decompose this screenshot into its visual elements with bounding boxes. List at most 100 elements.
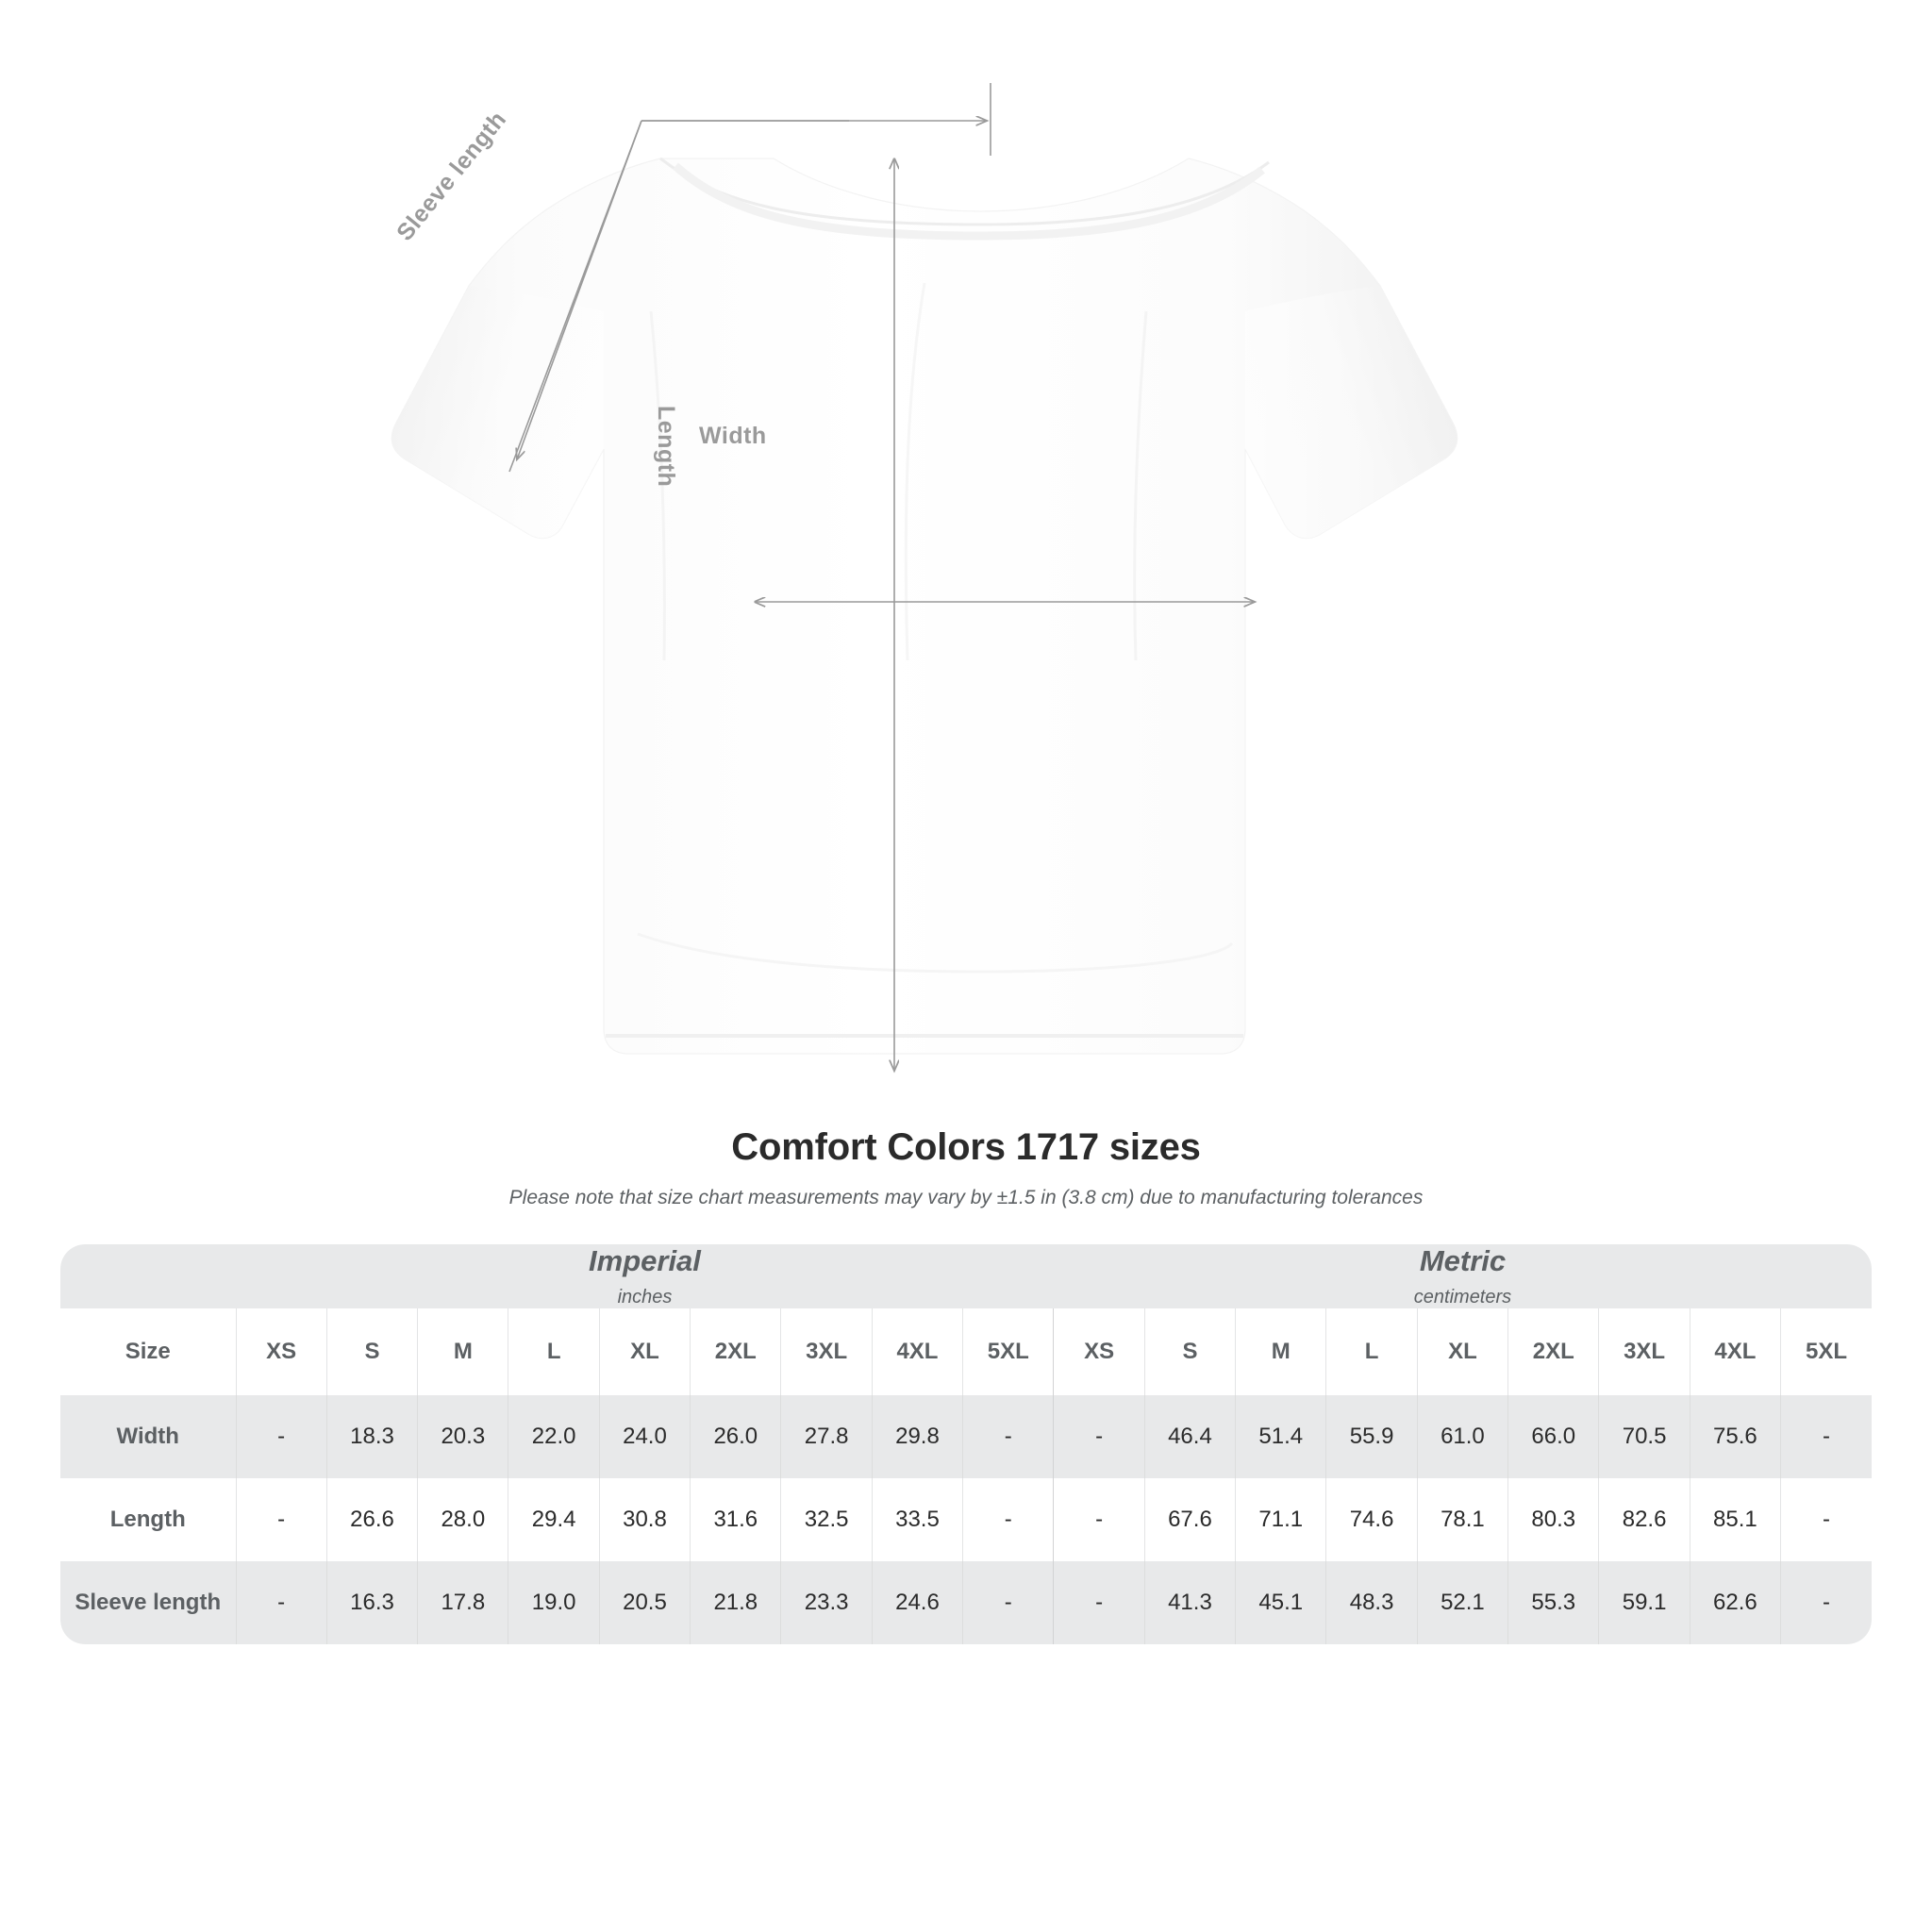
cell-imperial-width-l: 22.0 — [508, 1394, 600, 1478]
unit-banner-spacer — [60, 1244, 236, 1308]
size-chart-table-wrap: Imperial inches Metric centimeters Size XS S M L… — [60, 1244, 1872, 1644]
size-header-row: Size XS S M L XL 2XL 3XL 4XL 5XL XS S M L XL 2XL 3XL 4XL 5… — [60, 1307, 1872, 1395]
cell-imperial-width-5xl: - — [962, 1394, 1054, 1478]
size-header-imperial-l: L — [508, 1307, 600, 1395]
width-label: Width — [699, 423, 767, 449]
cell-metric-length-l: 74.6 — [1325, 1477, 1418, 1561]
row-label-length: Length — [60, 1477, 236, 1561]
cell-imperial-length-s: 26.6 — [325, 1477, 418, 1561]
cell-metric-sleeve-length-4xl: 62.6 — [1689, 1560, 1781, 1644]
cell-imperial-sleeve-length-4xl: 24.6 — [871, 1560, 963, 1644]
length-label: Length — [653, 406, 679, 488]
size-header-metric-xs: XS — [1053, 1307, 1145, 1395]
table-row: Length -26.6 28.0 29.4 30.8 31.6 32.5 33.5- -67.… — [60, 1477, 1872, 1561]
cell-metric-length-4xl: 85.1 — [1689, 1477, 1781, 1561]
cell-metric-length-2xl: 80.3 — [1507, 1477, 1599, 1561]
cell-metric-width-xl: 61.0 — [1416, 1394, 1508, 1478]
size-header-imperial-4xl: 4XL — [871, 1307, 963, 1395]
cell-imperial-sleeve-length-l: 19.0 — [508, 1560, 600, 1644]
cell-imperial-width-xs: - — [235, 1394, 327, 1478]
sleeve-diagonal-arrow — [517, 120, 642, 459]
cell-imperial-length-3xl: 32.5 — [780, 1477, 873, 1561]
size-chart-table: Imperial inches Metric centimeters Size XS S M L… — [60, 1244, 1872, 1644]
size-header-imperial-s: S — [325, 1307, 418, 1395]
size-header-metric-m: M — [1235, 1307, 1326, 1395]
size-header-metric-3xl: 3XL — [1598, 1307, 1690, 1395]
cell-imperial-width-3xl: 27.8 — [780, 1394, 873, 1478]
unit-metric: Metric centimeters — [1053, 1244, 1872, 1308]
cell-metric-width-m: 51.4 — [1235, 1394, 1326, 1478]
cell-metric-sleeve-length-5xl: - — [1780, 1560, 1872, 1644]
size-header-metric-4xl: 4XL — [1689, 1307, 1781, 1395]
cell-imperial-sleeve-length-xs: - — [235, 1560, 327, 1644]
size-header-imperial-5xl: 5XL — [962, 1307, 1054, 1395]
cell-imperial-sleeve-length-s: 16.3 — [325, 1560, 418, 1644]
size-header-imperial-3xl: 3XL — [780, 1307, 873, 1395]
page-subtitle: Please note that size chart measurements… — [508, 1187, 1424, 1208]
cell-imperial-length-m: 28.0 — [417, 1477, 508, 1561]
tshirt-illustration — [391, 83, 1458, 1123]
size-header-metric-l: L — [1325, 1307, 1418, 1395]
cell-imperial-length-5xl: - — [962, 1477, 1054, 1561]
cell-imperial-length-xl: 30.8 — [598, 1477, 691, 1561]
cell-metric-length-xs: - — [1053, 1477, 1145, 1561]
cell-metric-sleeve-length-l: 48.3 — [1325, 1560, 1418, 1644]
cell-imperial-length-4xl: 33.5 — [871, 1477, 963, 1561]
cell-metric-sleeve-length-xs: - — [1053, 1560, 1145, 1644]
size-header-imperial-2xl: 2XL — [690, 1307, 781, 1395]
size-header-imperial-xl: XL — [598, 1307, 691, 1395]
cell-metric-length-5xl: - — [1780, 1477, 1872, 1561]
cell-metric-width-s: 46.4 — [1143, 1394, 1236, 1478]
cell-metric-sleeve-length-xl: 52.1 — [1416, 1560, 1508, 1644]
cell-metric-sleeve-length-s: 41.3 — [1143, 1560, 1236, 1644]
table-row: Width -18.3 20.3 22.0 24.0 26.0 27.8 29.8- -46.4… — [60, 1394, 1872, 1478]
size-header-metric-5xl: 5XL — [1780, 1307, 1872, 1395]
cell-metric-sleeve-length-2xl: 55.3 — [1507, 1560, 1599, 1644]
row-label-sleeve-length: Sleeve length — [60, 1560, 236, 1644]
size-header-imperial-xs: XS — [235, 1307, 327, 1395]
unit-banner-row: Imperial inches Metric centimeters — [60, 1244, 1872, 1308]
unit-metric-sub: centimeters — [1413, 1286, 1512, 1307]
cell-imperial-sleeve-length-2xl: 21.8 — [690, 1560, 781, 1644]
cell-imperial-sleeve-length-xl: 20.5 — [598, 1560, 691, 1644]
cell-metric-width-4xl: 75.6 — [1689, 1394, 1781, 1478]
cell-metric-width-3xl: 70.5 — [1598, 1394, 1690, 1478]
size-header-metric-2xl: 2XL — [1507, 1307, 1599, 1395]
size-header-metric-xl: XL — [1416, 1307, 1508, 1395]
page-title: Comfort Colors 1717 sizes — [731, 1126, 1201, 1168]
tshirt-shape — [391, 157, 1458, 1055]
measurement-guides — [508, 83, 1255, 1071]
unit-imperial-name: Imperial — [589, 1244, 701, 1278]
size-header-label: Size — [60, 1307, 236, 1395]
unit-imperial: Imperial inches — [236, 1244, 1054, 1308]
cell-imperial-length-2xl: 31.6 — [690, 1477, 781, 1561]
cell-imperial-width-xl: 24.0 — [598, 1394, 691, 1478]
cell-metric-width-2xl: 66.0 — [1507, 1394, 1599, 1478]
cell-metric-width-xs: - — [1053, 1394, 1145, 1478]
unit-metric-name: Metric — [1419, 1244, 1507, 1278]
cell-imperial-width-4xl: 29.8 — [871, 1394, 963, 1478]
size-header-metric-s: S — [1143, 1307, 1236, 1395]
tshirt-diagram: Sleeve length Length Width — [391, 83, 1458, 1123]
cell-imperial-sleeve-length-5xl: - — [962, 1560, 1054, 1644]
cell-metric-sleeve-length-m: 45.1 — [1235, 1560, 1326, 1644]
cell-imperial-length-xs: - — [235, 1477, 327, 1561]
cell-imperial-width-s: 18.3 — [325, 1394, 418, 1478]
size-header-imperial-m: M — [417, 1307, 508, 1395]
cell-imperial-sleeve-length-3xl: 23.3 — [780, 1560, 873, 1644]
cell-imperial-length-l: 29.4 — [508, 1477, 600, 1561]
cell-metric-length-m: 71.1 — [1235, 1477, 1326, 1561]
cell-imperial-width-2xl: 26.0 — [690, 1394, 781, 1478]
cell-metric-sleeve-length-3xl: 59.1 — [1598, 1560, 1690, 1644]
cell-metric-length-3xl: 82.6 — [1598, 1477, 1690, 1561]
cell-metric-width-l: 55.9 — [1325, 1394, 1418, 1478]
title-block: Comfort Colors 1717 sizes Please note th… — [0, 1124, 1932, 1210]
cell-metric-length-s: 67.6 — [1143, 1477, 1236, 1561]
table-row: Sleeve length -16.3 17.8 19.0 20.5 21.8 23.3 24… — [60, 1560, 1872, 1644]
cell-imperial-width-m: 20.3 — [417, 1394, 508, 1478]
cell-metric-width-5xl: - — [1780, 1394, 1872, 1478]
unit-imperial-sub: inches — [617, 1286, 673, 1307]
row-label-width: Width — [60, 1394, 236, 1478]
cell-imperial-sleeve-length-m: 17.8 — [417, 1560, 508, 1644]
cell-metric-length-xl: 78.1 — [1416, 1477, 1508, 1561]
